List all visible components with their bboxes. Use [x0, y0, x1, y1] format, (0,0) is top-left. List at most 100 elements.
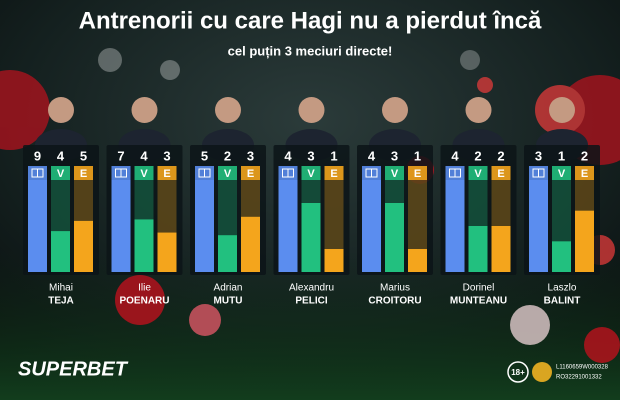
value-label: 1	[558, 148, 565, 163]
value-label: 4	[57, 148, 65, 163]
age: 18+	[511, 368, 525, 377]
player-photo	[465, 97, 492, 123]
first-name: Laszlo	[548, 283, 577, 294]
bar	[529, 180, 548, 272]
age-badge	[507, 361, 529, 383]
bar-head	[51, 166, 70, 180]
player-photo	[131, 97, 158, 123]
legend-label: V	[558, 168, 566, 180]
bar-head	[218, 166, 237, 180]
crest	[532, 362, 552, 382]
bar-head	[385, 166, 404, 180]
brand: SUPERBET	[18, 358, 129, 380]
bar	[74, 220, 93, 272]
bar	[408, 249, 427, 272]
first-name: Adrian	[214, 283, 243, 294]
value-label: 2	[581, 148, 588, 163]
first-name: Ilie	[138, 283, 151, 294]
value-label: 3	[535, 148, 542, 163]
bar-head	[324, 166, 344, 180]
first-name: Marius	[380, 283, 410, 294]
bar	[468, 226, 488, 272]
last-name: CROITORU	[368, 296, 421, 307]
value-label: 4	[140, 148, 148, 163]
bar	[28, 180, 47, 272]
value-label: 4	[368, 148, 376, 163]
player-photo	[382, 97, 408, 123]
value-label: 3	[247, 148, 254, 163]
bar	[385, 203, 404, 272]
first-name: Mihai	[49, 283, 73, 294]
bar	[491, 226, 511, 272]
last-name: TEJA	[48, 296, 74, 307]
bar	[301, 203, 321, 272]
bar-head	[408, 166, 427, 180]
bar-head	[468, 166, 488, 180]
bar	[134, 219, 154, 272]
bar	[445, 180, 465, 272]
bar-head	[491, 166, 511, 180]
value-label: 4	[451, 148, 459, 163]
bar-head	[157, 166, 177, 180]
legend-label: E	[80, 168, 87, 180]
bar-head	[301, 166, 321, 180]
bar	[278, 180, 298, 272]
license: L1160659W000328	[556, 365, 609, 371]
value-label: 9	[34, 148, 41, 163]
last-name: POENARU	[119, 296, 169, 307]
bar	[324, 249, 344, 272]
value-label: 5	[201, 148, 208, 163]
legend-label: E	[581, 168, 588, 180]
legend-label: V	[474, 168, 482, 180]
first-name: Dorinel	[463, 283, 495, 294]
bar-track	[408, 166, 427, 272]
value-label: 2	[224, 148, 231, 163]
title: Antrenorii cu care Hagi nu a pierdut înc…	[79, 7, 542, 34]
bar	[575, 210, 594, 272]
bar	[157, 232, 177, 272]
value-label: 3	[307, 148, 314, 163]
legend-label: E	[414, 168, 421, 180]
legend-label: E	[247, 168, 254, 180]
value-label: 3	[163, 148, 170, 163]
bar	[51, 231, 70, 272]
value-label: 4	[284, 148, 292, 163]
bar	[552, 241, 571, 272]
bar	[111, 180, 131, 272]
value-label: 1	[330, 148, 337, 163]
value-label: 2	[474, 148, 481, 163]
bar-track	[324, 166, 344, 272]
bar-head	[241, 166, 260, 180]
bar-head	[134, 166, 154, 180]
player-photo	[48, 97, 74, 123]
value-label: 2	[497, 148, 504, 163]
license: RO32291001332	[556, 375, 602, 381]
last-name: BALINT	[544, 296, 581, 307]
player-photo	[549, 97, 575, 123]
last-name: PELICI	[295, 296, 327, 307]
bar	[218, 235, 237, 272]
value-label: 5	[80, 148, 87, 163]
subtitle: cel puțin 3 meciuri directe!	[228, 43, 393, 58]
first-name: Alexandru	[289, 283, 334, 294]
bar	[362, 180, 381, 272]
bar-head	[74, 166, 93, 180]
legend-label: V	[391, 168, 399, 180]
bar	[241, 216, 260, 272]
legend-label: E	[163, 168, 170, 180]
player-photo	[298, 97, 325, 123]
legend-label: V	[140, 168, 148, 180]
value-label: 1	[414, 148, 421, 163]
legend-label: V	[57, 168, 65, 180]
value-label: 3	[391, 148, 398, 163]
legend-label: E	[497, 168, 504, 180]
last-name: MUNTEANU	[450, 296, 507, 307]
legend-label: E	[330, 168, 337, 180]
legend-label: V	[307, 168, 315, 180]
decor	[0, 48, 620, 363]
legend-label: V	[224, 168, 232, 180]
bar-head	[552, 166, 571, 180]
bar	[195, 180, 214, 272]
last-name: MUTU	[214, 296, 243, 307]
